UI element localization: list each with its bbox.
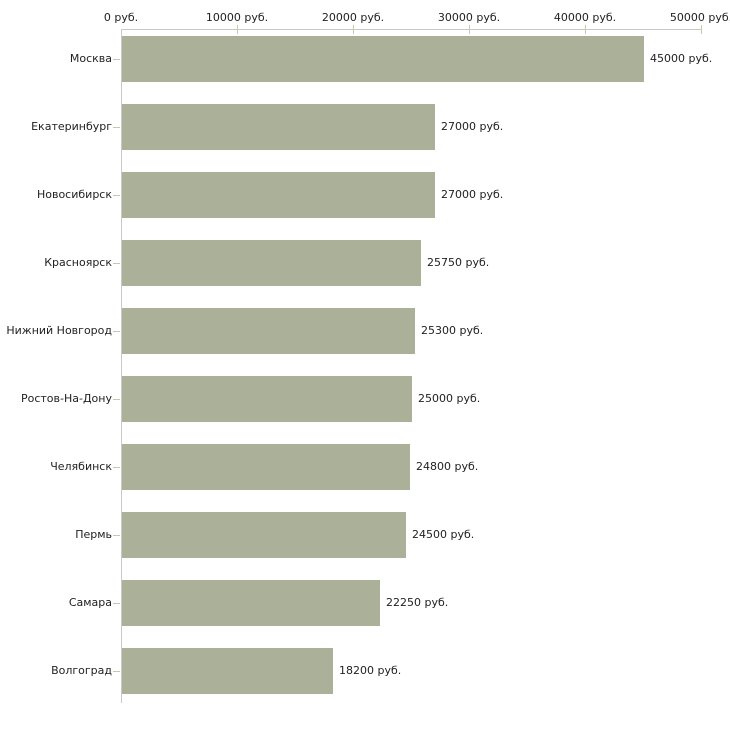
- bar-value-label: 25750 руб.: [427, 256, 490, 269]
- bar-value-label: 45000 руб.: [650, 52, 713, 65]
- bar: [122, 172, 435, 218]
- bar-value-label: 24800 руб.: [416, 460, 479, 473]
- x-axis-line: [121, 29, 701, 30]
- category-label: Ростов-На-Дону: [20, 392, 112, 405]
- category-label: Челябинск: [50, 460, 112, 473]
- category-tick: [113, 671, 120, 672]
- x-axis-tick: [585, 25, 586, 34]
- category-label: Нижний Новгород: [6, 324, 112, 337]
- bar-value-label: 24500 руб.: [412, 528, 475, 541]
- x-axis-tick-label: 40000 руб.: [553, 11, 617, 24]
- x-axis-tick-label: 20000 руб.: [321, 11, 385, 24]
- x-axis-tick: [469, 25, 470, 34]
- category-label: Самара: [68, 596, 112, 609]
- category-tick: [113, 127, 120, 128]
- x-axis-tick: [237, 25, 238, 34]
- x-axis-tick-label: 0 руб.: [103, 11, 139, 24]
- x-axis-tick-label: 30000 руб.: [437, 11, 501, 24]
- category-tick: [113, 603, 120, 604]
- category-label: Екатеринбург: [31, 120, 112, 133]
- bar: [122, 308, 415, 354]
- bar: [122, 240, 421, 286]
- bar: [122, 648, 333, 694]
- category-label: Новосибирск: [36, 188, 112, 201]
- category-tick: [113, 535, 120, 536]
- bar-value-label: 25300 руб.: [421, 324, 484, 337]
- x-axis-tick: [353, 25, 354, 34]
- bar-value-label: 22250 руб.: [386, 596, 449, 609]
- bar-value-label: 25000 руб.: [418, 392, 481, 405]
- category-tick: [113, 331, 120, 332]
- x-axis-tick-label: 50000 руб.: [669, 11, 730, 24]
- bar: [122, 580, 380, 626]
- category-tick: [113, 59, 120, 60]
- bar-value-label: 27000 руб.: [441, 188, 504, 201]
- x-axis-tick: [701, 25, 702, 34]
- category-label: Красноярск: [44, 256, 112, 269]
- bar: [122, 512, 406, 558]
- category-tick: [113, 399, 120, 400]
- category-label: Москва: [69, 52, 112, 65]
- category-tick: [113, 467, 120, 468]
- category-label: Волгоград: [51, 664, 112, 677]
- y-axis-line: [121, 29, 122, 703]
- bar: [122, 376, 412, 422]
- x-axis-tick-label: 10000 руб.: [205, 11, 269, 24]
- category-tick: [113, 263, 120, 264]
- bar-value-label: 27000 руб.: [441, 120, 504, 133]
- category-label: Пермь: [75, 528, 112, 541]
- bar: [122, 444, 410, 490]
- category-tick: [113, 195, 120, 196]
- bar: [122, 36, 644, 82]
- bar-value-label: 18200 руб.: [339, 664, 402, 677]
- bar: [122, 104, 435, 150]
